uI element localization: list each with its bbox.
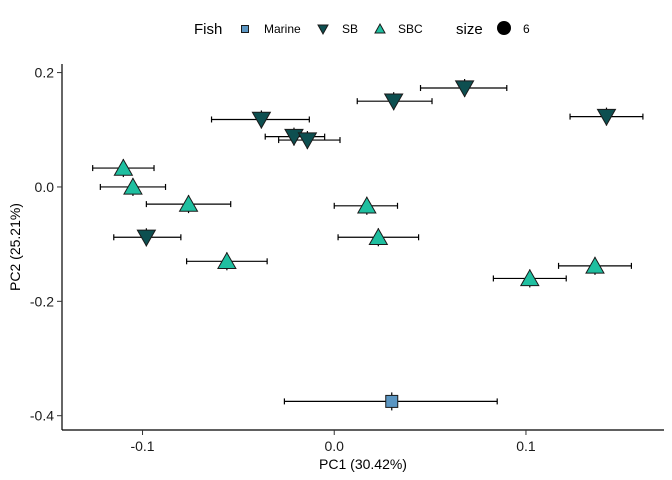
legend-key-sbc	[374, 22, 386, 34]
point-sb	[136, 229, 157, 247]
y-tick-label: -0.4	[30, 408, 54, 424]
y-tick-label: -0.2	[30, 293, 54, 309]
point-sbc	[519, 268, 540, 287]
legend-key-sb	[317, 24, 329, 36]
point-sbc	[585, 256, 605, 274]
point-sb	[297, 132, 318, 150]
point-sbc	[178, 194, 199, 212]
legend-key-marine	[241, 25, 249, 33]
point-sbc	[123, 177, 143, 195]
point-sbc	[217, 251, 237, 269]
legend-sb-triangle-down-icon	[317, 24, 329, 36]
point-sbc	[368, 227, 389, 245]
point-sbc	[356, 196, 377, 214]
legend: Fish Marine SB SBC size 6	[194, 21, 530, 38]
legend-marine-square-icon	[241, 25, 249, 33]
y-axis-title: PC2 (25.21%)	[7, 203, 23, 291]
legend-size-title: size	[456, 21, 483, 38]
data-points	[113, 80, 617, 408]
y-tick-label: 0.2	[35, 65, 55, 81]
point-sb	[596, 108, 617, 127]
legend-label-sbc: SBC	[398, 22, 423, 36]
y-tick-label: 0.0	[35, 179, 55, 195]
point-sb	[454, 80, 475, 98]
legend-label-sb: SB	[342, 22, 358, 36]
point-sb	[284, 128, 304, 147]
point-marine	[385, 394, 399, 408]
x-tick-label: 0.0	[325, 438, 345, 454]
axis-ticks: -0.1 0.0 0.1 0.2 0.0 -0.2 -0.4	[30, 65, 536, 454]
x-tick-label: -0.1	[130, 438, 154, 454]
point-sb	[383, 93, 404, 111]
legend-sbc-triangle-up-icon	[374, 22, 386, 34]
point-sb	[251, 111, 272, 130]
x-axis-title: PC1 (30.42%)	[319, 456, 407, 472]
legend-size-circle-icon	[497, 21, 511, 35]
x-tick-label: 0.1	[516, 438, 536, 454]
point-sbc	[113, 158, 134, 176]
legend-label-marine: Marine	[264, 22, 301, 36]
legend-title: Fish	[194, 21, 222, 38]
legend-size-value: 6	[523, 22, 530, 36]
error-bars	[92, 79, 644, 411]
